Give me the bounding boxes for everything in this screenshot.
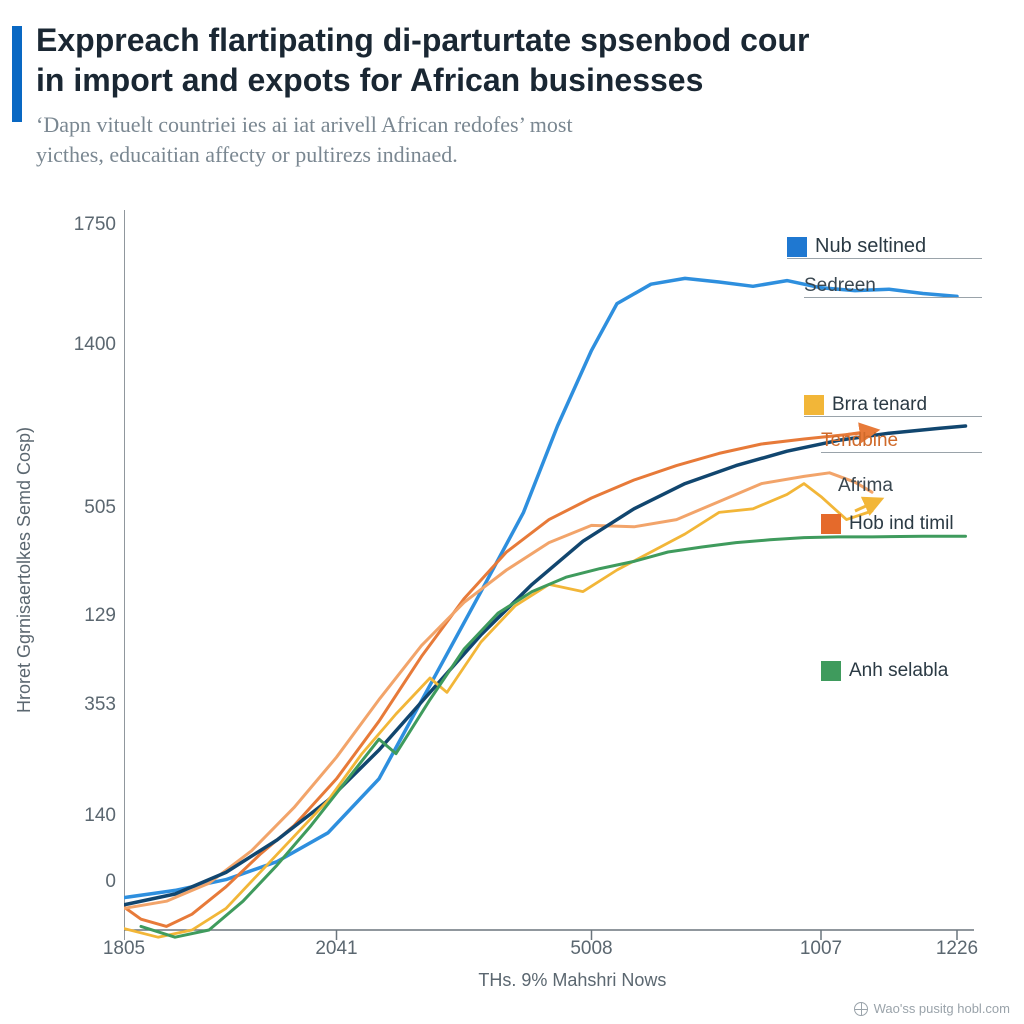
legend-label: Hob ind timil <box>849 513 954 535</box>
y-tick-label: 0 <box>46 871 116 893</box>
title-line1: Exppreach flartipating di-parturtate sps… <box>36 22 809 58</box>
legend-item: Afrima <box>838 475 893 497</box>
legend-item: Tendbine <box>821 430 898 452</box>
y-tick-label: 140 <box>46 805 116 827</box>
x-tick-label: 1007 <box>800 938 842 960</box>
legend-swatch-icon <box>804 395 824 415</box>
legend-label: Anh selabla <box>849 660 948 682</box>
chart-title: Exppreach flartipating di-parturtate sps… <box>36 20 976 100</box>
legend-item: Nub seltined <box>787 235 926 258</box>
legend-item: Hob ind timil <box>821 513 954 535</box>
legend-swatch-icon <box>821 661 841 681</box>
legend-underline <box>821 452 982 453</box>
attribution-text: Wao'ss pusitg hobl.com <box>874 1001 1010 1016</box>
subtitle-line2: yicthes, educaitian affecty or pultirezs… <box>36 142 458 167</box>
legend-underline <box>804 416 982 417</box>
chart-area: Hroret Ggrnisaertolkes Semd Cosp) THs. 9… <box>36 210 996 970</box>
legend-underline <box>787 258 982 259</box>
title-block: Exppreach flartipating di-parturtate sps… <box>36 20 976 169</box>
plot-svg <box>124 210 974 950</box>
plot-region <box>124 210 974 930</box>
subtitle-line1: ‘Dapn vituelt countriei ies ai iat arive… <box>36 112 573 137</box>
x-tick-label: 5008 <box>570 938 612 960</box>
y-axis-title: Hroret Ggrnisaertolkes Semd Cosp) <box>14 427 35 713</box>
x-tick-label: 1805 <box>103 938 145 960</box>
legend-swatch-icon <box>787 237 807 257</box>
y-tick-label: 129 <box>46 605 116 627</box>
title-line2: in import and expots for African busines… <box>36 62 703 98</box>
legend-label: Nub seltined <box>815 235 926 258</box>
x-axis-title: THs. 9% Mahshri Nows <box>478 970 666 991</box>
legend-label: Sedreen <box>804 275 876 297</box>
globe-icon <box>854 1002 868 1016</box>
legend-label: Brra tenard <box>832 394 927 416</box>
x-tick-label: 1226 <box>936 938 978 960</box>
y-tick-label: 1750 <box>46 214 116 236</box>
chart-subtitle: ‘Dapn vituelt countriei ies ai iat arive… <box>36 110 976 169</box>
legend-swatch-icon <box>821 514 841 534</box>
accent-bar <box>12 26 22 122</box>
legend-item: Anh selabla <box>821 660 948 682</box>
legend-label: Afrima <box>838 475 893 497</box>
legend-underline <box>804 297 982 298</box>
x-tick-label: 2041 <box>315 938 357 960</box>
y-tick-label: 353 <box>46 694 116 716</box>
legend-label: Tendbine <box>821 430 898 452</box>
legend-item: Brra tenard <box>804 394 927 416</box>
y-tick-label: 1400 <box>46 334 116 356</box>
y-tick-label: 505 <box>46 497 116 519</box>
attribution: Wao'ss pusitg hobl.com <box>854 1001 1010 1016</box>
legend-item: Sedreen <box>804 275 876 297</box>
